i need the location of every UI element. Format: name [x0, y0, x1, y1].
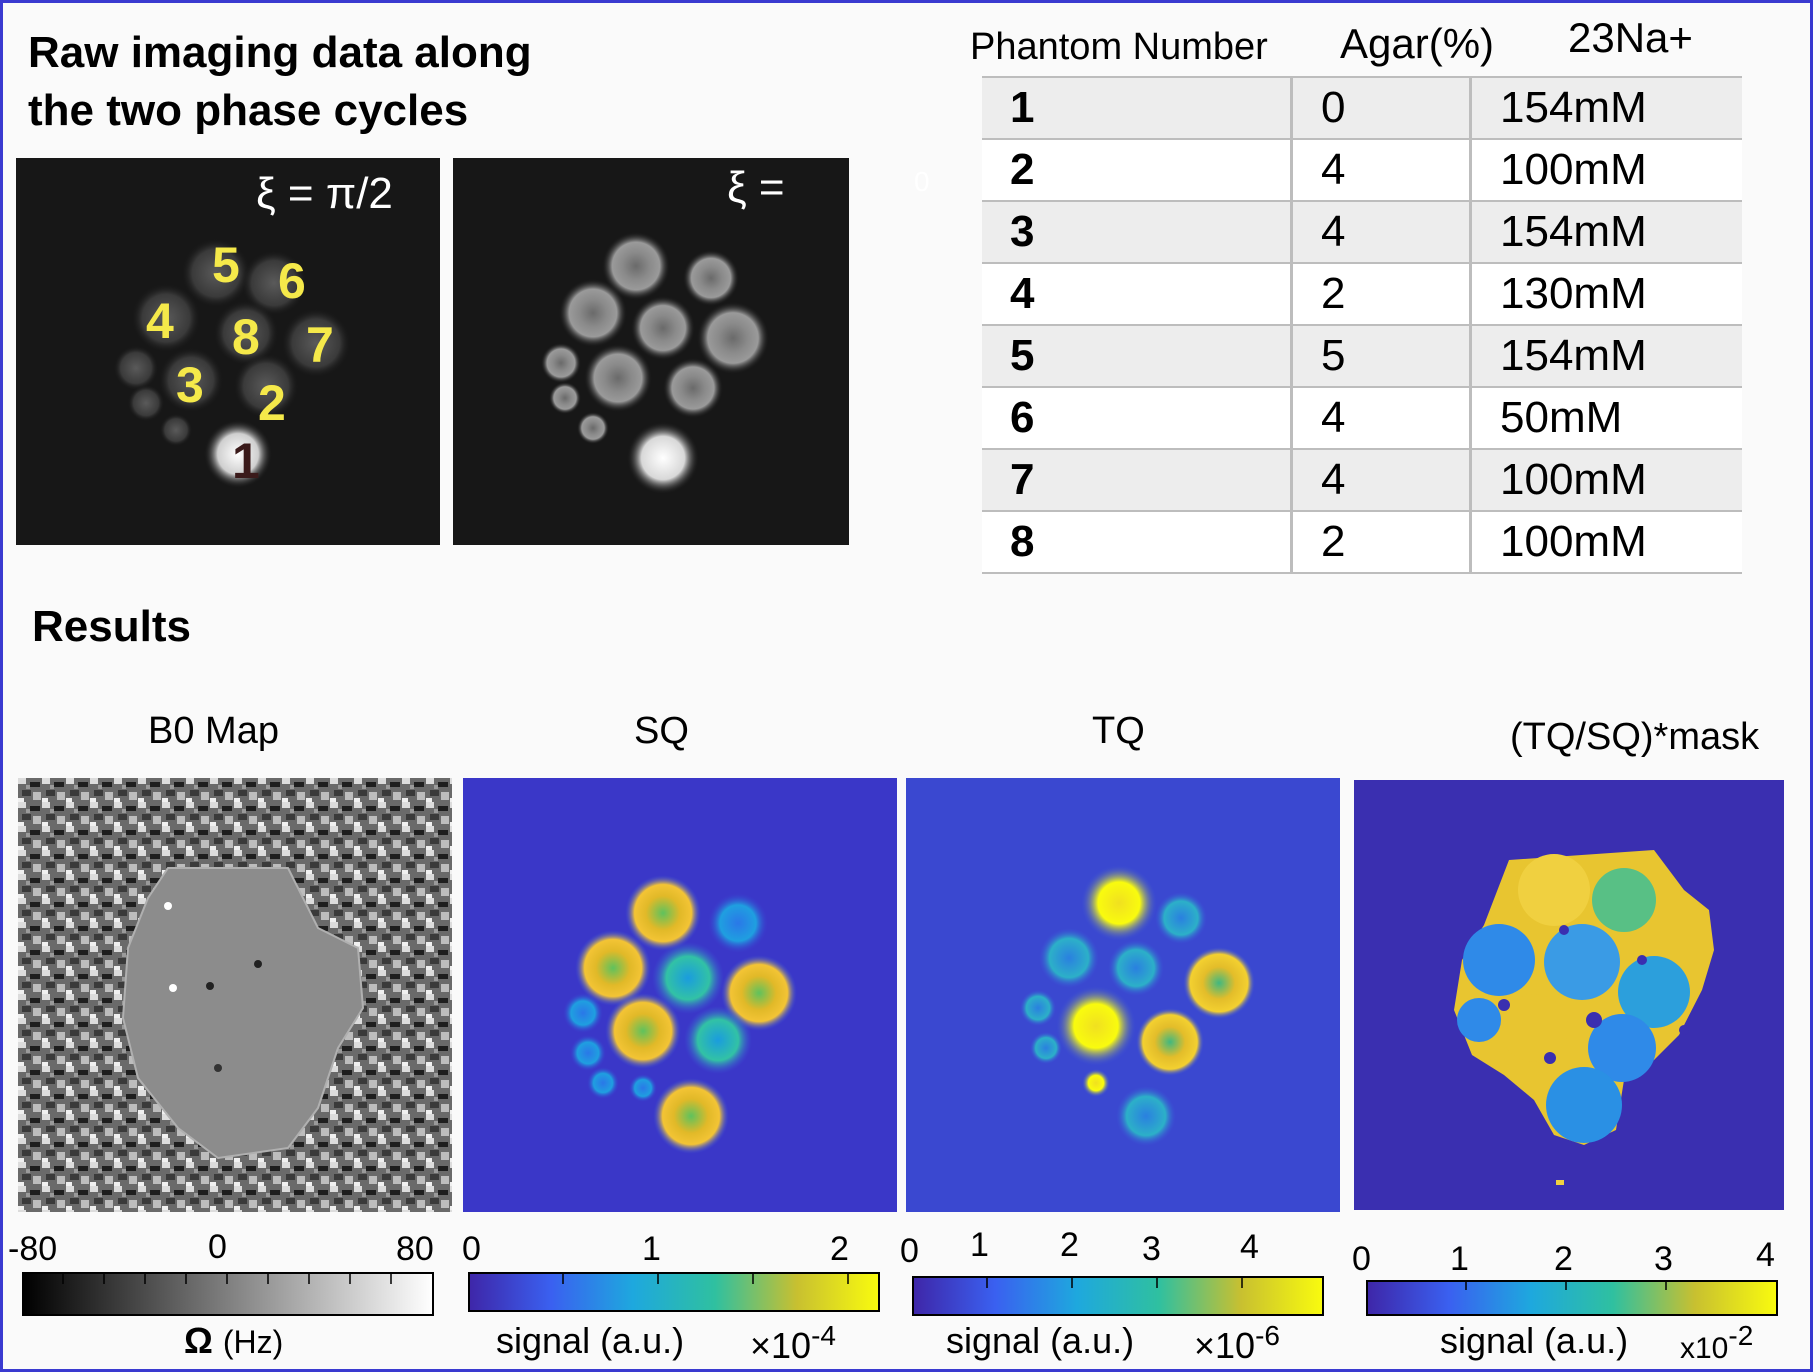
sq-tick-2: 2: [830, 1230, 849, 1268]
raw-image-xi-zero: ξ =: [453, 158, 849, 545]
tq-tick-2: 2: [1060, 1226, 1079, 1264]
table-cell-agar: 2: [1290, 262, 1471, 326]
table-row: 2 4 100mM: [982, 138, 1742, 202]
sq-tick-0: 0: [462, 1230, 481, 1268]
panel-label-tq: TQ: [1092, 710, 1145, 752]
tq-exponent-base: ×10: [1194, 1325, 1256, 1366]
tq-colorbar: [912, 1276, 1324, 1316]
raw-section-title: Raw imaging data along the two phase cyc…: [28, 24, 532, 140]
ratio-tick-4: 4: [1756, 1236, 1775, 1274]
xi-zero-label: ξ =: [727, 163, 785, 212]
table-cell-number: 8: [982, 510, 1292, 574]
sq-tick-1: 1: [642, 1230, 661, 1268]
table-cell-na: 154mM: [1469, 200, 1742, 264]
table-row: 4 2 130mM: [982, 262, 1742, 326]
ratio-tick-2: 2: [1554, 1240, 1573, 1278]
table-cell-na: 100mM: [1469, 448, 1742, 512]
sq-exponent-base: ×10: [750, 1325, 812, 1366]
ratio-tick-3: 3: [1654, 1240, 1673, 1278]
phantom-table: 1 0 154mM 2 4 100mM 3 4 154mM 4 2 130mM 5 5 154mM …: [982, 76, 1742, 574]
raw-image-pi-over-2: ξ = π/2 5 6 4 8 7 3 2 1: [16, 158, 440, 545]
table-row: 5 5 154mM: [982, 324, 1742, 388]
table-cell-number: 5: [982, 324, 1292, 388]
table-row: 6 4 50mM: [982, 386, 1742, 450]
sq-colorbar: [468, 1272, 880, 1312]
table-cell-agar: 0: [1290, 76, 1471, 140]
phantom-label-2: 2: [258, 375, 286, 431]
ratio-exponent-base: x10: [1680, 1332, 1729, 1365]
table-cell-na: 154mM: [1469, 76, 1742, 140]
table-cell-number: 7: [982, 448, 1292, 512]
panel-label-ratio: (TQ/SQ)*mask: [1510, 716, 1760, 758]
b0-unit: (Hz): [222, 1324, 284, 1360]
tq-exponent: ×10-6: [1194, 1320, 1280, 1367]
phantom-label-7: 7: [306, 317, 334, 373]
ratio-exponent: x10-2: [1680, 1320, 1753, 1367]
table-row: 3 4 154mM: [982, 200, 1742, 264]
phantom-label-6: 6: [278, 253, 306, 309]
table-cell-na: 50mM: [1469, 386, 1742, 450]
table-row: 8 2 100mM: [982, 510, 1742, 574]
tq-exponent-power: -6: [1255, 1320, 1280, 1351]
b0-tick-min: -80: [8, 1230, 58, 1268]
table-cell-agar: 4: [1290, 138, 1471, 202]
table-cell-number: 4: [982, 262, 1292, 326]
tq-tick-0: 0: [900, 1232, 919, 1270]
ratio-tick-0: 0: [1352, 1240, 1371, 1278]
ratio-exponent-power: -2: [1728, 1320, 1754, 1351]
ratio-colorbar: [1366, 1280, 1778, 1316]
table-cell-na: 130mM: [1469, 262, 1742, 326]
b0-axis-label: Ω (Hz): [184, 1320, 283, 1362]
table-cell-na: 154mM: [1469, 324, 1742, 388]
phantom-label-3: 3: [176, 357, 204, 413]
raw-title-line1: Raw imaging data along: [28, 28, 532, 77]
table-cell-number: 6: [982, 386, 1292, 450]
tq-tick-1: 1: [970, 1226, 989, 1264]
table-cell-na: 100mM: [1469, 138, 1742, 202]
phantom-label-4: 4: [146, 293, 174, 349]
raw-title-line2: the two phase cycles: [28, 86, 469, 135]
b0-map-image: [18, 778, 452, 1212]
table-row: 7 4 100mM: [982, 448, 1742, 512]
results-title: Results: [32, 602, 191, 651]
phantom-label-5: 5: [212, 237, 240, 293]
table-cell-agar: 2: [1290, 510, 1471, 574]
panel-label-b0: B0 Map: [148, 710, 279, 752]
table-cell-agar: 4: [1290, 448, 1471, 512]
b0-tick-max: 80: [396, 1230, 434, 1268]
table-cell-na: 100mM: [1469, 510, 1742, 574]
phantom-label-8: 8: [232, 309, 260, 365]
table-cell-agar: 4: [1290, 386, 1471, 450]
tq-tick-3: 3: [1142, 1230, 1161, 1268]
sq-image: [463, 778, 897, 1212]
table-cell-agar: 5: [1290, 324, 1471, 388]
table-cell-number: 1: [982, 76, 1292, 140]
tq-tick-4: 4: [1240, 1228, 1259, 1266]
ratio-tick-1: 1: [1450, 1240, 1469, 1278]
table-header-phantom-number: Phantom Number: [970, 26, 1268, 68]
tq-image: [906, 778, 1340, 1212]
table-cell-number: 2: [982, 138, 1292, 202]
table-cell-number: 3: [982, 200, 1292, 264]
table-cell-agar: 4: [1290, 200, 1471, 264]
tq-axis-label: signal (a.u.): [946, 1320, 1135, 1361]
ratio-axis-label: signal (a.u.): [1440, 1320, 1629, 1361]
ratio-image: [1354, 780, 1784, 1210]
table-row: 1 0 154mM: [982, 76, 1742, 140]
b0-tick-mid: 0: [208, 1228, 227, 1266]
sq-axis-label: signal (a.u.): [496, 1320, 685, 1361]
omega-symbol: Ω: [184, 1320, 213, 1361]
xi-pi-over-2-label: ξ = π/2: [256, 169, 393, 218]
table-header-na: 23Na+: [1568, 14, 1693, 61]
xi-zero-value: 0: [914, 166, 930, 197]
sq-exponent-power: -4: [811, 1320, 836, 1351]
b0-colorbar: [22, 1272, 434, 1316]
phantom-label-1: 1: [232, 433, 260, 489]
sq-exponent: ×10-4: [750, 1320, 836, 1367]
table-header-agar: Agar(%): [1340, 20, 1495, 67]
panel-label-sq: SQ: [634, 710, 689, 752]
